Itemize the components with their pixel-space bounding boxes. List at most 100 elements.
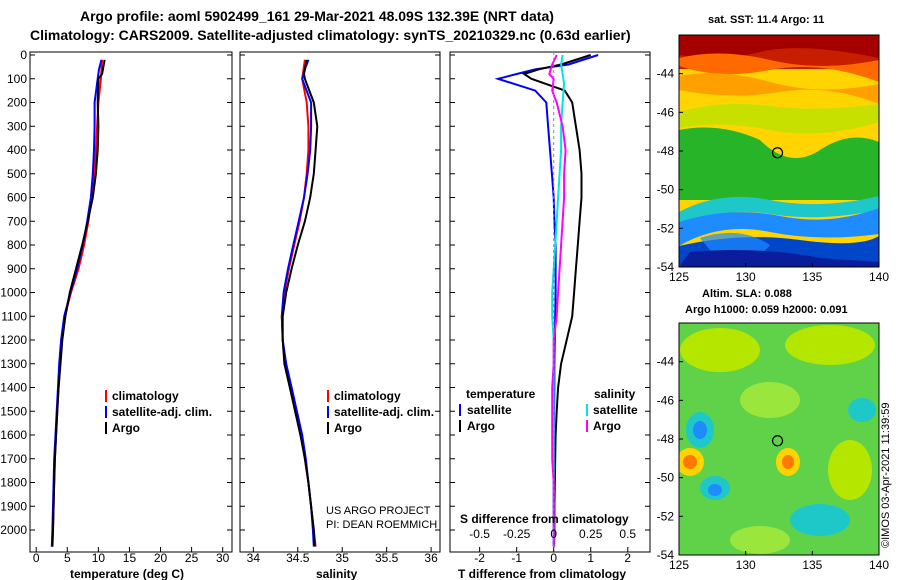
- x-tick-label: -1: [511, 551, 522, 565]
- sla-map-y-axis: -44 -46 -48 -50 -52 -54: [657, 355, 683, 562]
- map-x-tick-label: 130: [736, 558, 756, 572]
- salinity-x-axis: 34 34.5 35 35.5 36: [247, 547, 438, 565]
- depth-tick-label: 800: [7, 238, 27, 252]
- credit-pi: PI: DEAN ROEMMICH: [326, 519, 437, 531]
- depth-tick-label: 300: [7, 119, 27, 133]
- map-y-tick-label: -54: [657, 548, 675, 562]
- difference-legend: temperature salinity satellite Argo sate…: [459, 387, 638, 433]
- map-y-tick-label: -50: [657, 183, 675, 197]
- series-line-satellite-adj-clim-: [50, 59, 103, 547]
- imos-timestamp: ©IMOS 03-Apr-2021 11:39:59: [880, 403, 892, 548]
- x-tick-label: 34.5: [286, 551, 310, 565]
- depth-tick-label: 2000: [0, 523, 27, 537]
- legend-s-argo: Argo: [593, 419, 621, 433]
- x-tick-label: 2: [624, 551, 631, 565]
- depth-tick-label: 100: [7, 72, 27, 86]
- difference-xlabel-top: S difference from climatology: [460, 512, 629, 526]
- depth-tick-label: 600: [7, 191, 27, 205]
- x-tick-label: 20: [154, 551, 168, 565]
- x-tick-label: 30: [216, 551, 230, 565]
- legend-satellite: satellite-adj. clim.: [334, 405, 434, 419]
- x-top-tick-label: 0.5: [619, 527, 636, 541]
- map-x-tick-label: 130: [736, 270, 756, 284]
- sla-map-x-axis: 125 130 135 140: [669, 551, 889, 572]
- map-y-tick-label: -46: [657, 105, 675, 119]
- credit-project: US ARGO PROJECT: [326, 505, 431, 517]
- map-y-tick-label: -52: [657, 221, 675, 235]
- series-line-argo: [281, 59, 319, 547]
- map-y-tick-label: -52: [657, 509, 675, 523]
- legend-t-argo: Argo: [467, 419, 495, 433]
- series-line-s-argo: [548, 54, 567, 547]
- sst-map-y-axis: -44 -46 -48 -50 -52 -54: [657, 67, 683, 274]
- sst-map-title: sat. SST: 11.4 Argo: 11: [708, 14, 824, 26]
- depth-tick-label: 200: [7, 96, 27, 110]
- depth-tick-label: 1300: [0, 357, 27, 371]
- depth-axis: 0 100 200 300 400 500 600 700 800 900 1000 1100 1200…: [0, 48, 650, 537]
- temperature-x-axis: 0 5 10 15 20 25 30: [33, 547, 230, 565]
- depth-tick-label: 0: [20, 48, 27, 62]
- salinity-xlabel: salinity: [316, 567, 358, 580]
- map-y-tick-label: -48: [657, 432, 675, 446]
- float-position-circle: [771, 147, 784, 159]
- temperature-lines: [50, 59, 106, 547]
- x-tick-label: 5: [64, 551, 71, 565]
- sst-map-x-axis: 125 130 135 140: [669, 263, 889, 284]
- depth-tick-label: 1200: [0, 333, 27, 347]
- map-x-tick-label: 125: [669, 558, 689, 572]
- sla-float-marker: [771, 435, 784, 447]
- x-tick-label: 15: [123, 551, 137, 565]
- float-position-circle: [771, 435, 784, 447]
- depth-tick-label: 1500: [0, 404, 27, 418]
- salinity-legend: climatology satellite-adj. clim. Argo: [327, 389, 434, 435]
- depth-tick-label: 1100: [1, 309, 27, 323]
- difference-x-axis: -2 -1 0 1 2: [474, 547, 631, 565]
- legend-salinity-title: salinity: [594, 387, 636, 401]
- map-x-tick-label: 140: [869, 270, 889, 284]
- salinity-lines: [280, 59, 319, 547]
- series-line-argo: [51, 59, 106, 547]
- depth-tick-label: 1900: [0, 499, 27, 513]
- sla-map-title: Altim. SLA: 0.088: [702, 288, 792, 300]
- salinity-panel-frame: [239, 51, 441, 553]
- x-tick-label: 1: [587, 551, 594, 565]
- depth-tick-label: 1700: [0, 452, 27, 466]
- legend-climatology: climatology: [334, 389, 401, 403]
- depth-tick-label: 700: [7, 214, 27, 228]
- temperature-panel-frame: [29, 51, 233, 553]
- map-y-tick-label: -50: [657, 471, 675, 485]
- x-tick-label: 0: [33, 551, 40, 565]
- temperature-xlabel: temperature (deg C): [70, 567, 184, 580]
- x-tick-label: 34: [247, 551, 261, 565]
- sst-float-marker: [771, 147, 784, 159]
- depth-tick-label: 1800: [0, 476, 27, 490]
- depth-tick-label: 400: [7, 143, 27, 157]
- sst-map-image: [679, 35, 879, 267]
- figure-title-line1: Argo profile: aoml 5902499_161 29-Mar-20…: [80, 8, 554, 24]
- x-tick-label: 10: [92, 551, 106, 565]
- depth-tick-label: 1000: [0, 286, 27, 300]
- legend-argo: Argo: [334, 421, 362, 435]
- x-tick-label: 36: [424, 551, 438, 565]
- x-tick-label: 0: [550, 551, 557, 565]
- x-top-tick-label: 0: [550, 527, 557, 541]
- map-y-tick-label: -46: [657, 393, 675, 407]
- x-top-tick-label: -0.25: [503, 527, 531, 541]
- map-y-tick-label: -48: [657, 144, 675, 158]
- legend-climatology: climatology: [112, 389, 179, 403]
- legend-satellite: satellite-adj. clim.: [112, 405, 212, 419]
- map-x-tick-label: 135: [802, 270, 822, 284]
- sla-map-subtitle: Argo h1000: 0.059 h2000: 0.091: [685, 304, 848, 316]
- x-tick-label: 25: [185, 551, 199, 565]
- x-top-tick-label: 0.25: [579, 527, 603, 541]
- legend-s-satellite: satellite: [593, 403, 638, 417]
- map-x-tick-label: 135: [802, 558, 822, 572]
- x-tick-label: 35: [336, 551, 350, 565]
- legend-argo: Argo: [112, 421, 140, 435]
- figure-title-line2: Climatology: CARS2009. Satellite-adjuste…: [30, 27, 631, 43]
- map-y-tick-label: -54: [657, 260, 675, 274]
- difference-lines: [494, 52, 599, 552]
- series-line-t-satellite: [494, 54, 599, 547]
- difference-s-axis: -0.5 -0.25 0 0.25 0.5: [469, 527, 636, 541]
